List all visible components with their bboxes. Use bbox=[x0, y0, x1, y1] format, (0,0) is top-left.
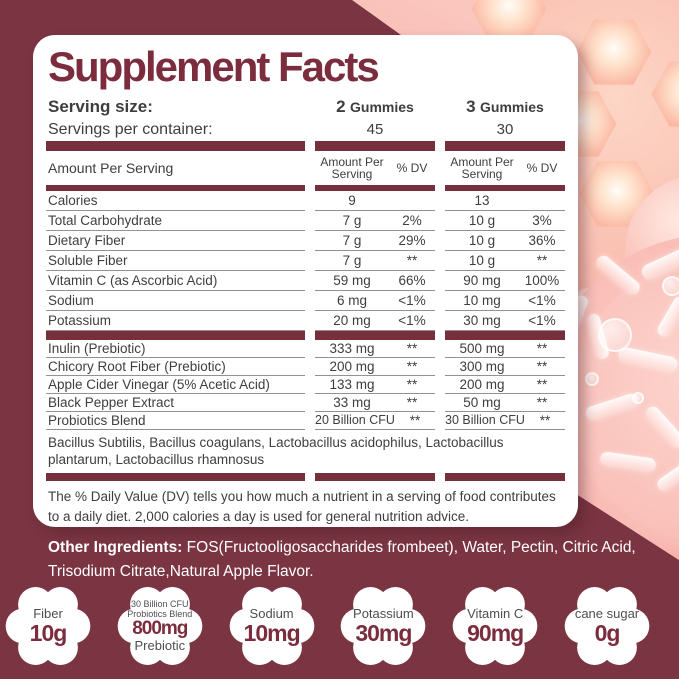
table-row: Black Pepper Extract 33 mg ** 50 mg ** bbox=[46, 394, 565, 412]
header-amount-1: Amount Per Serving bbox=[320, 155, 384, 181]
badge-value: 10g bbox=[29, 620, 68, 646]
header-amount-per-serving: Amount Per Serving bbox=[48, 160, 174, 176]
divider-bar bbox=[46, 473, 565, 481]
flower-badge-potassium: Potassium 30mg bbox=[337, 580, 429, 672]
serving-size-col2: 3 Gummies bbox=[445, 97, 565, 117]
serving-size-num-2: 3 bbox=[466, 96, 476, 116]
flower-icon bbox=[341, 586, 426, 666]
servings-count-2: 30 bbox=[496, 121, 514, 138]
header-group-1: Amount Per Serving % DV bbox=[315, 152, 435, 184]
badges-row: Fiber 10g 30 Billion CFU Probiotics Blen… bbox=[0, 580, 679, 672]
flower-icon bbox=[229, 586, 314, 666]
badge-value: 800mg bbox=[132, 618, 188, 639]
table-row: Probiotics Blend 20 Billion CFU ** 30 Bil… bbox=[46, 412, 565, 430]
serving-size-label: Serving size: bbox=[48, 96, 153, 116]
header-amount-2: Amount Per Serving bbox=[450, 155, 514, 181]
supplement-facts-card: Supplement Facts Serving size: 2 Gummies… bbox=[33, 35, 578, 527]
bubble-shape bbox=[632, 392, 644, 404]
table-row: Vitamin C (as Ascorbic Acid) 59 mg 66% 90… bbox=[46, 271, 565, 291]
table-row: Chicory Root Fiber (Prebiotic) 200 mg ** … bbox=[46, 358, 565, 376]
flower-icon bbox=[117, 586, 203, 666]
badge-value: 0g bbox=[594, 620, 621, 646]
serving-size-num-1: 2 bbox=[336, 96, 346, 116]
table-header-row: Amount Per Serving Amount Per Serving % … bbox=[46, 152, 565, 184]
table-row: Total Carbohydrate 7 g 2% 10 g 3% bbox=[46, 211, 565, 231]
flower-badge-vitamin-c: Vitamin C 90mg bbox=[449, 580, 541, 672]
divider-bar bbox=[46, 185, 565, 191]
flower-badge-sodium: Sodium 10mg bbox=[226, 580, 318, 672]
table-row: Sodium 6 mg <1% 10 mg <1% bbox=[46, 291, 565, 311]
badge-label: cane sugar bbox=[574, 606, 640, 621]
flower-icon bbox=[564, 586, 650, 666]
badge-label: Fiber bbox=[33, 606, 63, 621]
badge-value: 90mg bbox=[467, 620, 524, 646]
table-row: Dietary Fiber 7 g 29% 10 g 36% bbox=[46, 231, 565, 251]
badge-label: Potassium bbox=[353, 606, 414, 621]
serving-size-col1: 2 Gummies bbox=[315, 97, 435, 117]
bubble-shape bbox=[598, 318, 632, 352]
table-row: Inulin (Prebiotic) 333 mg ** 500 mg ** bbox=[46, 340, 565, 358]
servings-per-container-row: Servings per container: 45 30 bbox=[46, 118, 565, 141]
daily-value-footnote: The % Daily Value (DV) tells you how muc… bbox=[48, 489, 556, 524]
badge-value: 10mg bbox=[243, 620, 301, 646]
flower-icon bbox=[452, 586, 538, 666]
badge-label: 30 Billion CFU bbox=[131, 599, 189, 609]
servings-per-container-label: Servings per container: bbox=[48, 120, 213, 138]
badge-label: Prebiotic bbox=[134, 638, 186, 653]
servings-count-1: 45 bbox=[366, 121, 384, 138]
table-row: Potassium 20 mg <1% 30 mg <1% bbox=[46, 311, 565, 331]
table-row: Apple Cider Vinegar (5% Acetic Acid) 133… bbox=[46, 376, 565, 394]
badge-label: Vitamin C bbox=[467, 606, 524, 621]
hexagon-decoration bbox=[576, 19, 652, 85]
table-row: Soluble Fiber 7 g ** 10 g ** bbox=[46, 251, 565, 271]
header-group-2: Amount Per Serving % DV bbox=[445, 152, 565, 184]
flower-badge-cane-sugar: cane sugar 0g bbox=[561, 580, 653, 672]
divider-bar bbox=[46, 141, 565, 151]
header-dv-2: % DV bbox=[526, 161, 558, 175]
page-title: Supplement Facts bbox=[48, 43, 380, 90]
header-dv-1: % DV bbox=[396, 161, 428, 175]
flower-badge-probiotics: 30 Billion CFU Probiotics Blend 800mg Pr… bbox=[114, 580, 206, 672]
badge-label: Sodium bbox=[249, 606, 294, 621]
bubble-shape bbox=[662, 276, 679, 296]
serving-size-unit-2: Gummies bbox=[480, 98, 544, 115]
other-ingredients-text: FOS(Fructooligosaccharides frombeet), Wa… bbox=[48, 539, 636, 580]
other-ingredients: Other Ingredients: FOS(Fructooligosaccha… bbox=[48, 536, 660, 584]
probiotics-strains-note: Bacillus Subtilis, Bacillus coagulans, L… bbox=[48, 435, 504, 467]
badge-label: Probiotics Blend bbox=[127, 609, 193, 619]
serving-size-unit-1: Gummies bbox=[350, 98, 414, 115]
other-ingredients-label: Other Ingredients: bbox=[48, 539, 183, 556]
nutrients-section-2: Inulin (Prebiotic) 333 mg ** 500 mg ** Chi… bbox=[46, 340, 565, 430]
serving-size-row: Serving size: 2 Gummies 3 Gummies bbox=[46, 95, 565, 118]
nutrients-section-1: Calories 9 13 Total Carbohydrate 7 g 2% 1… bbox=[46, 191, 565, 331]
bubble-shape bbox=[585, 372, 599, 386]
badge-value: 30mg bbox=[355, 620, 412, 646]
divider-bar bbox=[46, 331, 565, 340]
flower-icon bbox=[5, 586, 91, 666]
flower-badge-fiber: Fiber 10g bbox=[2, 580, 94, 672]
table-row: Calories 9 13 bbox=[46, 191, 565, 211]
